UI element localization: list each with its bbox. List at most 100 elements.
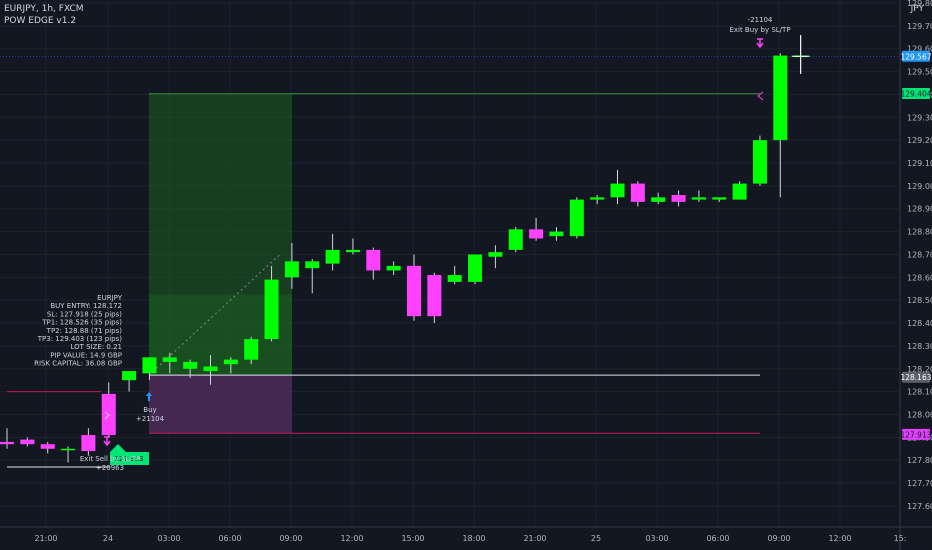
- exit-buy-value: -21104: [748, 16, 773, 24]
- candle-body: [122, 371, 137, 381]
- price-tick-label: 129.700: [907, 22, 932, 31]
- price-tick-label: 127.700: [907, 479, 932, 488]
- candle: [569, 197, 584, 239]
- candle: [468, 254, 483, 285]
- candle: [488, 245, 503, 269]
- info-line: EURJPY: [97, 294, 123, 302]
- exit-buy-label: Exit Buy by SL/TP: [729, 26, 790, 34]
- price-tag-entry: [902, 371, 930, 383]
- time-tick-label: 06:00: [706, 534, 729, 543]
- time-tick-label: 18:00: [462, 534, 485, 543]
- candle-body: [203, 366, 218, 372]
- candle-body: [264, 279, 279, 340]
- candle-body: [569, 199, 584, 237]
- info-line: SL: 127.918 (25 pips): [47, 310, 122, 318]
- info-line: TP1: 128.526 (35 pips): [41, 319, 122, 327]
- time-tick-label: 25: [591, 534, 601, 543]
- candle-body: [468, 254, 483, 282]
- candle: [305, 259, 320, 294]
- candle: [651, 192, 666, 205]
- price-tag-label: 129.567: [900, 52, 931, 61]
- time-axis[interactable]: 21:00 24 03:00 06:00 09:00 12:00 15:00 18:00 21:…: [0, 526, 932, 543]
- exit-sell-label: Exit Sell by SL/TP: [80, 455, 140, 463]
- exit-sell-value: +20963: [96, 464, 124, 472]
- price-tag-tp3: [902, 88, 930, 100]
- candle: [0, 428, 14, 449]
- price-tick-label: 129.200: [907, 136, 932, 145]
- symbol-title[interactable]: EURJPY, 1h, FXCM: [4, 4, 84, 14]
- buy-label: Buy: [143, 406, 156, 414]
- sl-triangle-icon: [104, 411, 110, 420]
- candle-body: [712, 197, 727, 200]
- candle: [20, 437, 35, 447]
- candle: [284, 243, 299, 289]
- info-line: LOT SIZE: 0.21: [70, 343, 122, 351]
- candle-body: [407, 265, 421, 317]
- time-tick-label: 03:00: [645, 534, 668, 543]
- candle: [223, 357, 238, 374]
- candle: [427, 272, 442, 324]
- candle: [244, 336, 259, 365]
- currency-label: JPY: [910, 4, 924, 14]
- candle: [122, 371, 137, 392]
- price-tag-sl: [902, 428, 930, 440]
- candle: [773, 53, 788, 198]
- candle: [610, 169, 625, 205]
- price-tick-label: 127.800: [907, 456, 932, 465]
- price-tick-label: 129.600: [907, 45, 932, 54]
- candle-body: [284, 261, 299, 278]
- candle-body: [630, 183, 645, 202]
- time-tick-label: 15:: [894, 534, 907, 543]
- candle: [345, 238, 360, 255]
- price-tick-label: 128.200: [907, 365, 932, 374]
- price-tick-label: 128.600: [907, 273, 932, 282]
- candle-body: [162, 357, 177, 362]
- candle: [142, 357, 157, 381]
- candle: [183, 359, 198, 378]
- candle-body: [81, 435, 96, 452]
- candle: [447, 265, 462, 285]
- candle-body: [142, 357, 157, 374]
- price-tick-label: 129.800: [907, 0, 932, 8]
- tp-zone-upper: [149, 93, 292, 295]
- time-tick-label: 24: [103, 534, 113, 543]
- price-axis[interactable]: 129.800129.700129.600129.500129.400129.3…: [899, 0, 932, 550]
- green-tag-value: 127.913: [115, 455, 144, 463]
- candle-body: [20, 439, 35, 445]
- price-tag-label: 128.163: [900, 373, 931, 382]
- candle-body: [223, 359, 238, 365]
- candle-body: [752, 140, 767, 184]
- indicator-name[interactable]: POW EDGE v1.2: [4, 16, 77, 26]
- price-tick-label: 128.800: [907, 228, 932, 237]
- candle-body: [427, 275, 442, 317]
- candle: [630, 181, 645, 207]
- price-tick-label: 128.700: [907, 250, 932, 259]
- exit-sell-tag: [110, 444, 149, 465]
- candle-body: [0, 441, 14, 445]
- candle: [529, 217, 544, 241]
- time-tick-label: 12:00: [828, 534, 851, 543]
- candle: [590, 195, 605, 205]
- info-line: PIP VALUE: 14.9 GBP: [50, 351, 122, 359]
- buy-arrow-icon: [146, 392, 152, 401]
- candle: [752, 135, 767, 186]
- price-tick-label: 129.100: [907, 159, 932, 168]
- price-tick-label: 129.500: [907, 68, 932, 77]
- price-tick-label: 128.100: [907, 388, 932, 397]
- candle: [81, 428, 96, 456]
- price-tick-label: 129.300: [907, 113, 932, 122]
- info-line: TP3: 129.403 (123 pips): [37, 335, 123, 343]
- exit-sell-arrow-icon: [103, 436, 111, 447]
- candle-body: [366, 249, 381, 271]
- candle: [366, 247, 381, 280]
- candle: [671, 190, 686, 207]
- sl-zone: [149, 375, 292, 434]
- time-tick-label: 21:00: [34, 534, 57, 543]
- candle-body: [447, 275, 462, 282]
- buy-value: +21104: [136, 415, 165, 423]
- info-line: TP2: 128.88 (71 pips): [46, 327, 123, 335]
- candle: [162, 352, 177, 374]
